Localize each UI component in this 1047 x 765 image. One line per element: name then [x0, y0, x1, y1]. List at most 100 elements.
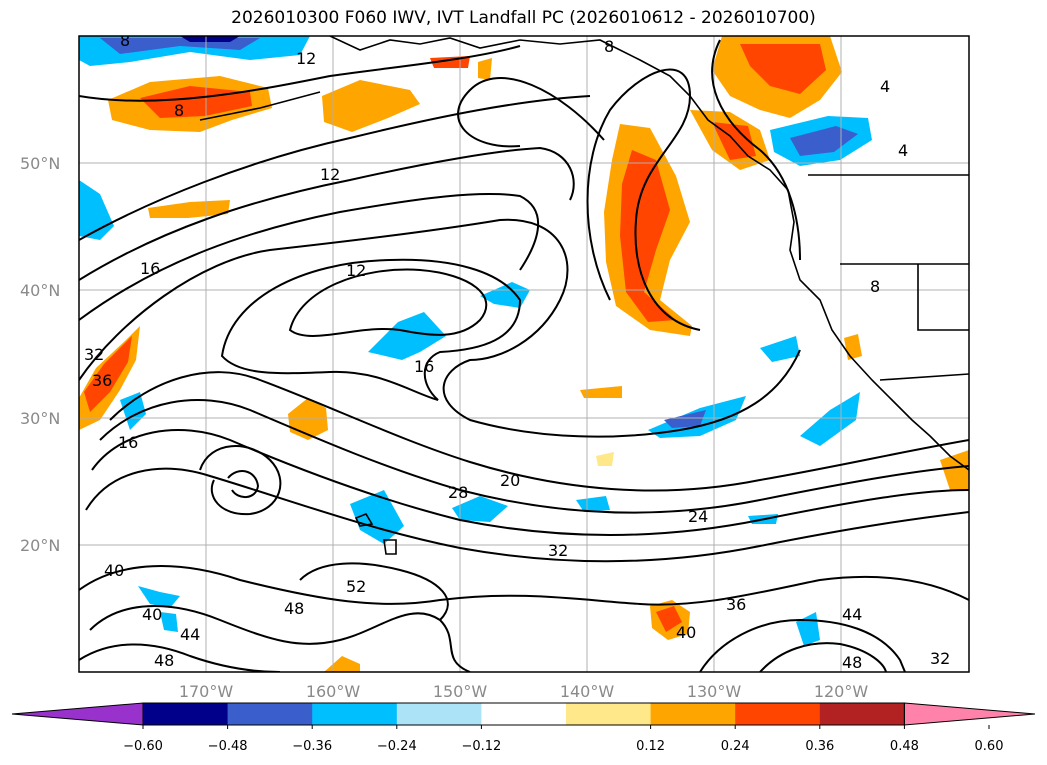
- contour-subtropic-3: [91, 429, 969, 536]
- colorbar-segment: [819, 703, 905, 725]
- lon-label-130w: 130°W: [687, 682, 742, 701]
- lon-label-140w: 140°W: [560, 682, 615, 701]
- colorbar-segment: [312, 703, 398, 725]
- positive-anomaly-coast-south: [940, 450, 969, 490]
- contour-upper-band-1: [79, 95, 591, 241]
- contour-label: 44: [180, 625, 200, 644]
- negative-anomaly-mid-10: [138, 586, 180, 608]
- colorbar-segment: [396, 703, 482, 725]
- contour-south-1: [79, 565, 969, 606]
- colorbar-segment: [227, 703, 313, 725]
- lon-label-160w: 160°W: [306, 682, 361, 701]
- negative-anomaly-mid-1: [368, 312, 446, 360]
- contour-swirl-core: [199, 445, 282, 516]
- colorbar-extension-high: [903, 702, 1036, 726]
- contour-label: 4: [880, 77, 890, 96]
- contour-label: 8: [120, 31, 130, 50]
- contour-label: 44: [842, 605, 862, 624]
- contour-label: 48: [154, 651, 174, 670]
- negative-anomaly-mid-4: [800, 392, 860, 446]
- alaska-coast: [329, 36, 969, 471]
- contour-outer-north: [79, 45, 521, 102]
- colorbar-tick-label: −0.60: [123, 739, 163, 754]
- contour-south-4: [299, 562, 449, 621]
- state-border-2: [917, 264, 969, 331]
- colorbar-tick-label: 0.12: [636, 739, 665, 754]
- lon-label-150w: 150°W: [433, 682, 488, 701]
- contour-label: 8: [174, 101, 184, 120]
- ivt-contours: [79, 39, 969, 672]
- contour-label: 32: [930, 649, 950, 668]
- shaded-anomalies: [79, 36, 969, 672]
- contour-swirl-outer: [79, 218, 801, 438]
- contour-16-ring: [220, 258, 522, 401]
- negative-anomaly-mid-5: [760, 336, 800, 362]
- colorbar-tick-label: 0.36: [805, 739, 834, 754]
- colorbar: −0.60 −0.48 −0.36 −0.24 −0.12 0.12 0.24 0.36 0.4…: [11, 702, 1036, 754]
- contour-label: 52: [346, 577, 366, 596]
- longitude-labels: 170°W 160°W 150°W 140°W 130°W 120°W: [179, 682, 869, 701]
- contour-label: 12: [346, 261, 366, 280]
- colorbar-tick-label: −0.12: [461, 739, 501, 754]
- aleutian-islands: [199, 91, 321, 121]
- colorbar-tick-label: −0.36: [292, 739, 332, 754]
- positive-anomaly-small-1: [148, 200, 230, 218]
- contour-south-6: [759, 642, 887, 672]
- graticule: [79, 36, 969, 672]
- contour-label: 24: [688, 507, 708, 526]
- colorbar-tick-label: 0.48: [890, 739, 919, 754]
- positive-anomaly-south-3: [580, 386, 622, 398]
- colorbar-outline: [142, 702, 905, 726]
- contour-label: 32: [84, 345, 104, 364]
- contour-south-2: [89, 605, 471, 672]
- colorbar-segment: [481, 703, 567, 725]
- lat-label-30n: 30°N: [20, 409, 60, 428]
- contour-label: 40: [142, 605, 162, 624]
- positive-anomaly-north-small-2: [478, 58, 492, 80]
- colorbar-segment: [650, 703, 736, 725]
- hawaiian-islands-2: [383, 539, 397, 555]
- colorbar-segment: [566, 703, 652, 725]
- contour-label: 32: [548, 541, 568, 560]
- contour-label: 48: [284, 599, 304, 618]
- lon-label-170w: 170°W: [179, 682, 234, 701]
- lon-label-120w: 120°W: [814, 682, 869, 701]
- contour-south-5: [699, 618, 906, 672]
- us-mexico-border: [879, 373, 969, 381]
- strong-positive-south-2: [656, 606, 682, 632]
- latitude-labels: 50°N 40°N 30°N 20°N: [20, 154, 60, 555]
- strong-negative-mid-3: [664, 410, 706, 428]
- lat-label-20n: 20°N: [20, 536, 60, 555]
- colorbar-extension-low: [11, 702, 144, 726]
- contour-label: 48: [842, 653, 862, 672]
- positive-anomaly-north-center: [322, 80, 420, 132]
- contour-inner-loop: [288, 268, 488, 337]
- colorbar-segment: [735, 703, 821, 725]
- contour-subtropic-1: [109, 371, 969, 492]
- contour-label: 28: [448, 483, 468, 502]
- contour-coast-1: [711, 39, 801, 261]
- contour-label: 36: [726, 595, 746, 614]
- map-frame: [78, 35, 970, 673]
- colorbar-tick-label: 0.24: [721, 739, 750, 754]
- contour-label: 12: [296, 49, 316, 68]
- positive-anomaly-small-2: [596, 452, 614, 466]
- contour-label: 16: [140, 259, 160, 278]
- contour-subtropic-4: [85, 467, 969, 563]
- contour-label: 16: [414, 357, 434, 376]
- negative-anomaly-west-small: [120, 392, 146, 430]
- contour-label: 20: [500, 471, 520, 490]
- strong-positive-west-atmospheric-river: [84, 336, 132, 412]
- contour-label: 40: [676, 623, 696, 642]
- contour-label-group: 8 12 8 8 4 4 12 16 12 16 32 36 16 8 20 2…: [84, 31, 950, 672]
- contour-label: 12: [320, 165, 340, 184]
- contour-label: 16: [118, 433, 138, 452]
- colorbar-tick-label: −0.48: [208, 739, 248, 754]
- contour-label: 8: [604, 37, 614, 56]
- negative-anomaly-mid-8: [576, 496, 610, 512]
- strongest-negative-northwest: [180, 36, 240, 42]
- contour-label: 40: [104, 561, 124, 580]
- contour-label: 36: [92, 371, 112, 390]
- contour-big-loop-2: [586, 68, 701, 331]
